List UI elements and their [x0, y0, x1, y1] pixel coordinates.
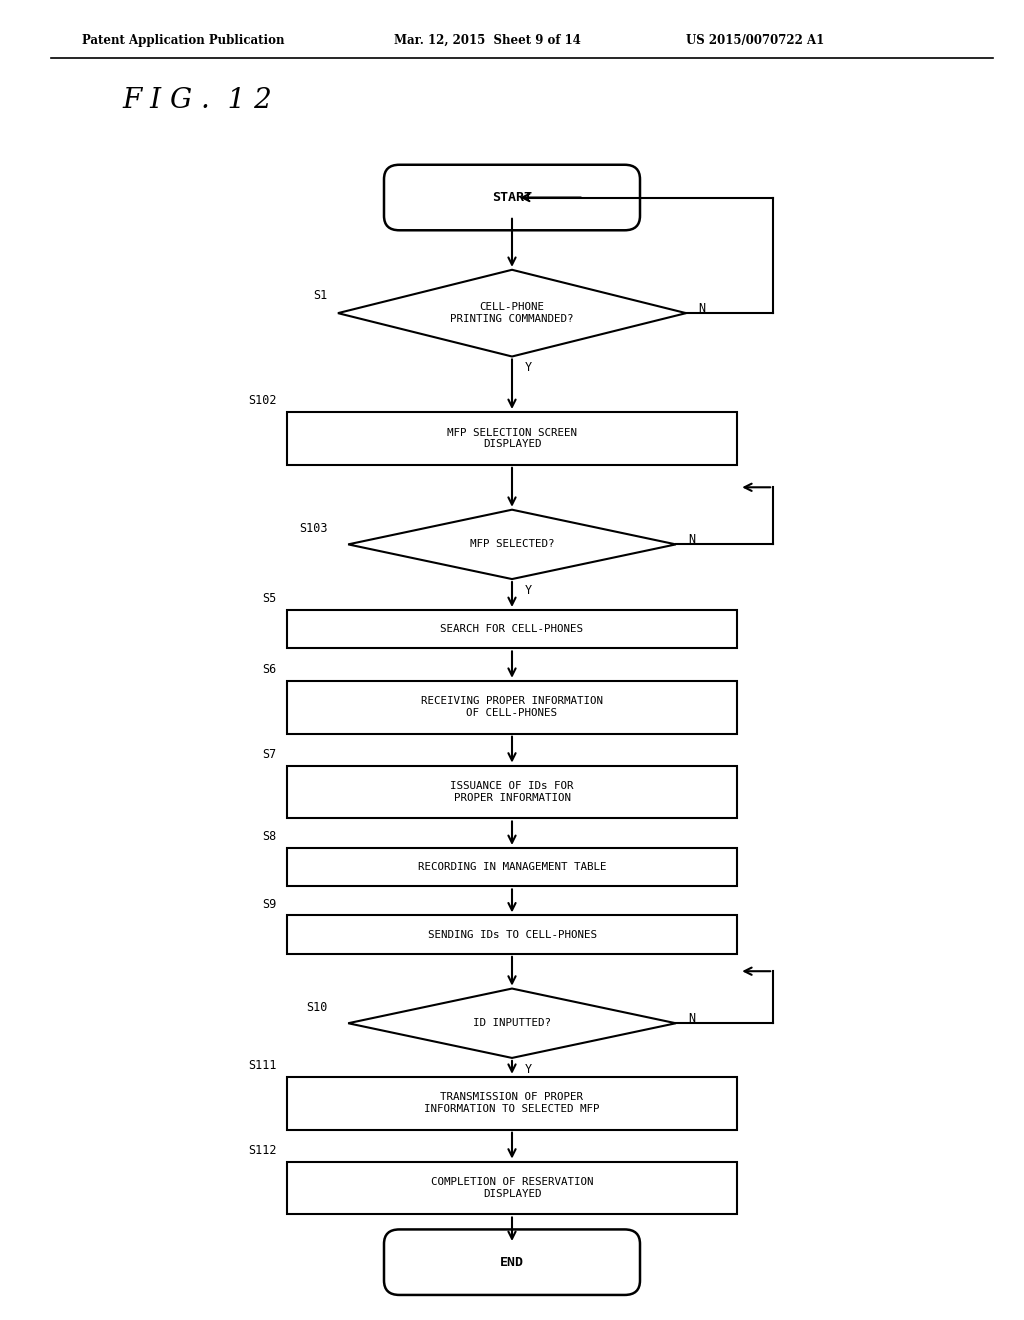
- FancyBboxPatch shape: [384, 1229, 640, 1295]
- Bar: [287, 847, 737, 887]
- Text: S9: S9: [262, 898, 276, 911]
- Text: MFP SELECTED?: MFP SELECTED?: [470, 540, 554, 549]
- Text: TRANSMISSION OF PROPER
INFORMATION TO SELECTED MFP: TRANSMISSION OF PROPER INFORMATION TO SE…: [424, 1093, 600, 1114]
- Text: S111: S111: [248, 1059, 276, 1072]
- Text: Patent Application Publication: Patent Application Publication: [82, 34, 285, 46]
- Bar: [287, 1162, 737, 1214]
- Text: END: END: [500, 1255, 524, 1269]
- Text: S1: S1: [313, 289, 328, 301]
- Text: N: N: [688, 1012, 695, 1024]
- Bar: [287, 412, 737, 465]
- Text: N: N: [688, 533, 695, 546]
- Text: US 2015/0070722 A1: US 2015/0070722 A1: [686, 34, 824, 46]
- Text: ISSUANCE OF IDs FOR
PROPER INFORMATION: ISSUANCE OF IDs FOR PROPER INFORMATION: [451, 781, 573, 803]
- Text: F I G .  1 2: F I G . 1 2: [123, 87, 272, 114]
- Polygon shape: [348, 989, 676, 1057]
- Text: Y: Y: [524, 362, 531, 375]
- Text: S8: S8: [262, 830, 276, 843]
- Text: ID INPUTTED?: ID INPUTTED?: [473, 1018, 551, 1028]
- Text: RECEIVING PROPER INFORMATION
OF CELL-PHONES: RECEIVING PROPER INFORMATION OF CELL-PHO…: [421, 697, 603, 718]
- Text: S10: S10: [306, 1001, 328, 1014]
- Text: Mar. 12, 2015  Sheet 9 of 14: Mar. 12, 2015 Sheet 9 of 14: [394, 34, 581, 46]
- Text: S103: S103: [299, 521, 328, 535]
- Text: S5: S5: [262, 593, 276, 605]
- Text: S7: S7: [262, 747, 276, 760]
- Text: N: N: [698, 302, 706, 315]
- Bar: [287, 681, 737, 734]
- Text: CELL-PHONE
PRINTING COMMANDED?: CELL-PHONE PRINTING COMMANDED?: [451, 302, 573, 323]
- Text: S112: S112: [248, 1143, 276, 1156]
- Polygon shape: [348, 510, 676, 579]
- Text: S6: S6: [262, 663, 276, 676]
- Text: SEARCH FOR CELL-PHONES: SEARCH FOR CELL-PHONES: [440, 624, 584, 634]
- Text: START: START: [492, 191, 532, 205]
- Polygon shape: [338, 269, 686, 356]
- Text: MFP SELECTION SCREEN
DISPLAYED: MFP SELECTION SCREEN DISPLAYED: [447, 428, 577, 449]
- Text: RECORDING IN MANAGEMENT TABLE: RECORDING IN MANAGEMENT TABLE: [418, 862, 606, 873]
- Text: COMPLETION OF RESERVATION
DISPLAYED: COMPLETION OF RESERVATION DISPLAYED: [431, 1177, 593, 1199]
- Bar: [287, 766, 737, 818]
- FancyBboxPatch shape: [384, 165, 640, 230]
- Text: S102: S102: [248, 395, 276, 407]
- Text: SENDING IDs TO CELL-PHONES: SENDING IDs TO CELL-PHONES: [427, 929, 597, 940]
- Bar: [287, 915, 737, 954]
- Bar: [287, 1077, 737, 1130]
- Bar: [287, 610, 737, 648]
- Text: Y: Y: [524, 1063, 531, 1076]
- Text: Y: Y: [524, 583, 531, 597]
